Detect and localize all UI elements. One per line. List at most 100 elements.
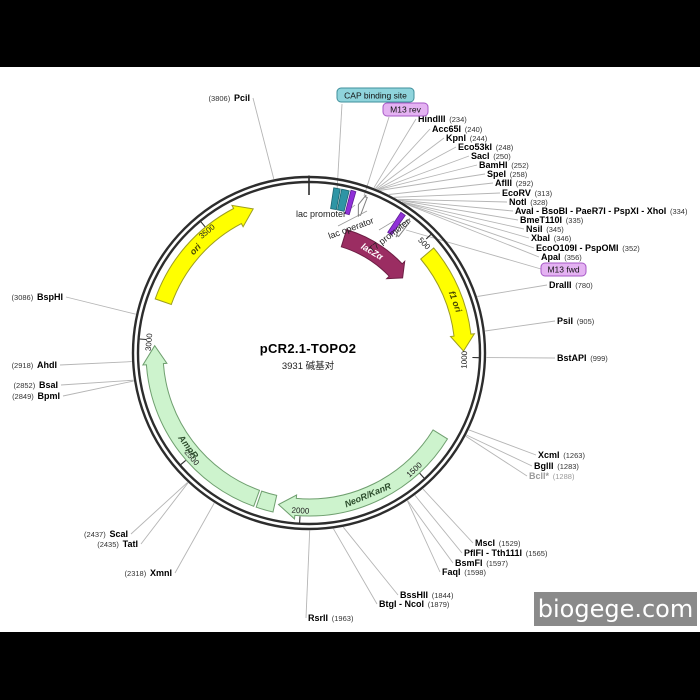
feature-lacZa <box>340 228 406 280</box>
m13-fwd-tag-label: M13 fwd <box>547 265 579 275</box>
m13-rev-tag <box>382 102 429 117</box>
restriction-site-label-BstAPI: BstAPI (999) <box>557 353 608 363</box>
restriction-site-label-BpmI: (2849) BpmI <box>12 391 60 401</box>
watermark: biogege.com <box>534 592 697 626</box>
tick-3000 <box>139 338 147 341</box>
leader-line-PciI <box>252 97 275 180</box>
feature-ori <box>154 204 254 306</box>
restriction-site-label-SpeI: SpeI (258) <box>487 169 528 179</box>
leader-line-NsiI <box>401 201 525 230</box>
feature-AmpR <box>141 344 261 507</box>
tick-1500 <box>419 472 425 479</box>
restriction-site-label-EcoO109I-PspOMI: EcoO109I - PspOMI (352) <box>536 243 640 253</box>
restriction-site-label-XmnI: (2318) XmnI <box>125 568 172 578</box>
feature-box-cap-binding-site <box>330 187 341 211</box>
restriction-site-label-XcmI: XcmI (1263) <box>538 450 585 460</box>
restriction-site-label-KpnI: KpnI (244) <box>446 133 488 143</box>
leader-line-BspHI <box>65 296 136 315</box>
restriction-site-label-BtgI-NcoI: BtgI - NcoI (1879) <box>379 599 450 609</box>
restriction-site-label-BglII: BglII (1283) <box>534 461 579 471</box>
leader-line-Acc65I <box>375 128 431 189</box>
m13-fwd-tag <box>540 262 587 277</box>
cap-binding-site-tag <box>336 87 415 103</box>
leader-line-XmnI <box>174 502 215 574</box>
restriction-site-label-MscI: MscI (1529) <box>475 538 521 548</box>
feature-box-t7-promoter <box>387 211 406 236</box>
leader-line-XbaI <box>402 201 530 239</box>
restriction-site-label-NotI: NotI (328) <box>509 197 548 207</box>
letterbox-bottom <box>0 632 700 700</box>
restriction-site-label-BamHI: BamHI (252) <box>479 160 529 170</box>
restriction-site-label-HindIII: HindIII (234) <box>418 114 467 124</box>
leader-line-BtgI-NcoI <box>333 528 378 605</box>
leader-line-EcoO109I-PspOMI <box>403 202 535 249</box>
leader-line-SacI <box>377 155 470 190</box>
tick-3500 <box>200 221 206 228</box>
lac-promoter-label: lac promoter <box>296 209 346 219</box>
restriction-site-label-PciI: (3806) PciI <box>209 93 250 103</box>
m13-rev-tag-label: M13 rev <box>390 105 421 115</box>
restriction-site-label-BssHII: BssHII (1844) <box>400 590 454 600</box>
restriction-site-label-RsrII: RsrII (1963) <box>308 613 354 623</box>
leader-line-DraIII <box>477 284 548 297</box>
leader-line-RsrII <box>305 530 311 619</box>
restriction-site-label-SacI: SacI (250) <box>471 151 511 161</box>
m13-rev-primer-icon <box>357 194 368 217</box>
tick-500 <box>425 234 432 240</box>
restriction-site-label-ScaI: (2437) ScaI <box>84 529 128 539</box>
m13-rev-tag-line <box>363 116 390 197</box>
letterbox-top <box>0 0 700 67</box>
leader-line-BamHI <box>378 164 478 191</box>
tick-label-1000: 1000 <box>460 350 470 369</box>
restriction-site-label-ApaI: ApaI (356) <box>541 252 582 262</box>
tick-label-3000: 3000 <box>144 332 154 351</box>
restriction-site-label-DraIII: DraIII (780) <box>549 280 593 290</box>
leader-line-MscI <box>422 488 474 544</box>
tick-label-2000: 2000 <box>291 506 310 516</box>
restriction-site-label-AhdI: (2918) AhdI <box>12 360 57 370</box>
leader-line-BglII <box>466 434 533 467</box>
restriction-site-label-XbaI: XbaI (346) <box>531 233 572 243</box>
lac-operator-label-connector <box>337 210 368 227</box>
leader-line-Eco53kI <box>377 146 457 190</box>
feature-f1-ori <box>419 247 476 352</box>
restriction-site-label-BsaI: (2852) BsaI <box>14 380 58 390</box>
leader-line-ApaI <box>404 203 540 258</box>
cap-binding-site-tag-label: CAP binding site <box>344 91 407 101</box>
restriction-site-label-TatI: (2435) TatI <box>97 539 138 549</box>
restriction-site-label-BmeT110I: BmeT110I (335) <box>520 215 584 225</box>
restriction-site-label-BspHI: (3086) BspHI <box>12 292 63 302</box>
tick-2500 <box>180 459 187 466</box>
restriction-site-label-PsiI: PsiI (905) <box>557 316 595 326</box>
m13-fwd-primer-icon <box>395 218 411 238</box>
leader-line-HindIII <box>373 118 417 189</box>
feature-box-lac-promoter <box>337 188 350 212</box>
restriction-site-label-Acc65I: Acc65I (240) <box>432 124 483 134</box>
cap-binding-site-tag-line <box>336 103 343 192</box>
leader-line-AvaI-BsoBI-PaeR7I-PspXI-XhoI <box>399 199 514 212</box>
restriction-site-label-FaqI: FaqI (1598) <box>442 567 486 577</box>
leader-line-FaqI <box>406 500 441 573</box>
leader-line-BssHII <box>342 526 399 596</box>
leader-line-BpmI <box>62 380 134 397</box>
restriction-site-label-BsmFI: BsmFI (1597) <box>455 558 508 568</box>
leader-line-BsmFI <box>407 500 454 564</box>
leader-line-EcoRV <box>394 192 501 198</box>
feature-AmpR-sig <box>255 490 278 513</box>
leader-line-XcmI <box>468 429 537 456</box>
leader-line-BclI- <box>465 435 528 477</box>
feature-NeoR-KanR <box>277 429 449 520</box>
leader-line-AhdI <box>59 361 132 366</box>
leader-line-PsiI <box>485 320 556 332</box>
restriction-site-label-NsiI: NsiI (345) <box>526 224 564 234</box>
leader-line-AflII <box>388 182 494 195</box>
t7-promoter-label-connector <box>378 220 395 231</box>
restriction-site-label-AvaI-BsoBI-PaeR7I-PspXI-XhoI: AvaI - BsoBI - PaeR7I - PspXI - XhoI (33… <box>515 206 688 216</box>
leader-line-NotI <box>397 198 508 203</box>
leader-line-BsaI <box>60 379 134 386</box>
restriction-site-label-EcoRV: EcoRV (313) <box>502 188 553 198</box>
restriction-site-label-BclI-: BclI* (1288) <box>529 471 575 481</box>
